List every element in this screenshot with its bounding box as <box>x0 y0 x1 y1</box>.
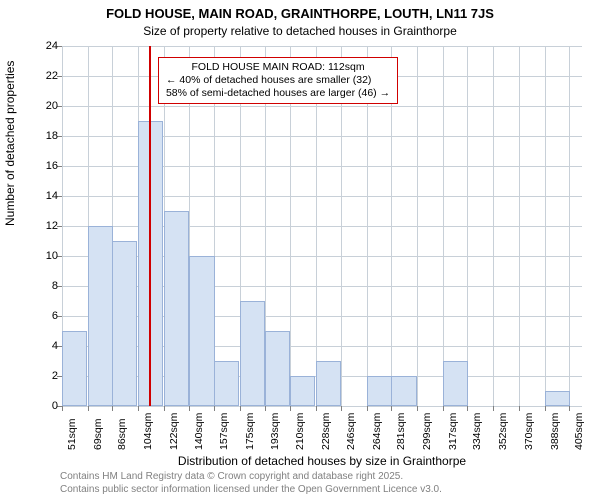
ytick-label: 0 <box>30 400 58 412</box>
ytick-label: 24 <box>30 40 58 52</box>
ytick-label: 6 <box>30 310 58 322</box>
gridline-v <box>519 46 520 406</box>
ytick-label: 4 <box>30 340 58 352</box>
xtick-label: 334sqm <box>471 413 483 450</box>
ytick-label: 10 <box>30 250 58 262</box>
histogram-bar <box>443 361 468 406</box>
ytick-label: 2 <box>30 370 58 382</box>
ytick-label: 18 <box>30 130 58 142</box>
histogram-bar <box>316 361 341 406</box>
histogram-bar <box>545 391 570 406</box>
gridline-v <box>545 46 546 406</box>
xtick-label: 299sqm <box>421 413 433 450</box>
xtick-label: 352sqm <box>497 413 509 450</box>
chart-title-main: FOLD HOUSE, MAIN ROAD, GRAINTHORPE, LOUT… <box>0 6 600 21</box>
footer-line1: Contains HM Land Registry data © Crown c… <box>60 471 442 484</box>
xtick-label: 122sqm <box>168 413 180 450</box>
histogram-bar <box>62 331 87 406</box>
ytick-label: 8 <box>30 280 58 292</box>
xtick-label: 210sqm <box>294 413 306 450</box>
footer-attribution: Contains HM Land Registry data © Crown c… <box>60 471 442 496</box>
xtick-label: 317sqm <box>447 413 459 450</box>
ytick-label: 16 <box>30 160 58 172</box>
gridline-h <box>62 406 582 407</box>
histogram-bar <box>164 211 189 406</box>
gridline-v <box>467 46 468 406</box>
xtick-label: 281sqm <box>395 413 407 450</box>
xtick-label: 246sqm <box>345 413 357 450</box>
gridline-v <box>493 46 494 406</box>
annotation-line2: ← 40% of detached houses are smaller (32… <box>166 74 390 87</box>
property-marker-line <box>149 46 151 406</box>
annotation-box: FOLD HOUSE MAIN ROAD: 112sqm← 40% of det… <box>158 57 398 104</box>
gridline-v <box>417 46 418 406</box>
footer-line2: Contains public sector information licen… <box>60 484 442 497</box>
xtick-label: 388sqm <box>549 413 561 450</box>
ytick-label: 22 <box>30 70 58 82</box>
ytick-label: 12 <box>30 220 58 232</box>
histogram-bar <box>214 361 239 406</box>
xtick-label: 104sqm <box>142 413 154 450</box>
xtick-label: 140sqm <box>193 413 205 450</box>
xtick-label: 370sqm <box>523 413 535 450</box>
xtick-label: 264sqm <box>371 413 383 450</box>
histogram-bar <box>265 331 290 406</box>
histogram-bar <box>290 376 315 406</box>
annotation-line3: 58% of semi-detached houses are larger (… <box>166 87 390 100</box>
chart-title-sub: Size of property relative to detached ho… <box>0 24 600 38</box>
x-axis-label: Distribution of detached houses by size … <box>62 454 582 468</box>
plot-area: FOLD HOUSE MAIN ROAD: 112sqm← 40% of det… <box>62 46 582 406</box>
histogram-bar <box>189 256 214 406</box>
histogram-bar <box>367 376 392 406</box>
chart-container: FOLD HOUSE, MAIN ROAD, GRAINTHORPE, LOUT… <box>0 0 600 500</box>
xtick-label: 86sqm <box>116 418 128 450</box>
ytick-label: 20 <box>30 100 58 112</box>
annotation-line1: FOLD HOUSE MAIN ROAD: 112sqm <box>166 61 390 74</box>
histogram-bar <box>391 376 416 406</box>
gridline-v <box>569 46 570 406</box>
xtick-label: 228sqm <box>320 413 332 450</box>
xtick-label: 51sqm <box>66 418 78 450</box>
xtick-label: 157sqm <box>218 413 230 450</box>
histogram-bar <box>88 226 113 406</box>
histogram-bar <box>112 241 137 406</box>
gridline-h <box>62 46 582 47</box>
xtick-label: 175sqm <box>244 413 256 450</box>
histogram-bar <box>240 301 265 406</box>
y-axis-label: Number of detached properties <box>3 61 17 226</box>
gridline-v <box>443 46 444 406</box>
ytick-label: 14 <box>30 190 58 202</box>
gridline-h <box>62 106 582 107</box>
xtick-label: 69sqm <box>92 418 104 450</box>
xtick-label: 193sqm <box>269 413 281 450</box>
xtick-label: 405sqm <box>573 413 585 450</box>
